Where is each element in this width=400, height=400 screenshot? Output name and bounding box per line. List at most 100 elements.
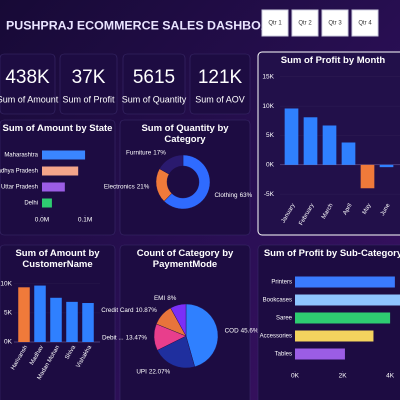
chart-title-box: Sum of Quantity by Category [141,123,229,145]
slice-name: Debit ... [102,334,124,341]
bar [82,303,94,342]
button-box [321,9,349,37]
kpi-label: Sum of Quantity [122,94,187,104]
button-label: Qtr 3 [328,21,342,27]
kpi-card [59,53,118,115]
chart-panel [119,119,251,236]
slice-name: UPI [136,368,147,375]
kpi-card [189,53,251,115]
bar [295,312,391,324]
y-tick-label: 0K [266,162,275,169]
dashboard-title: PUSHPRAJ ECOMMERCE SALES DASHBOARD [6,18,288,32]
chart-title: Count of Category by PaymentMode [136,248,234,270]
slice-name: Credit Card [101,307,134,314]
bar [295,294,400,306]
button-box [291,9,319,37]
slice-label: UPI 22.07% [136,368,170,375]
slice-name: Clothing [214,192,238,199]
slice-name: Furniture [126,149,152,156]
y-tick-label: 10K [0,281,12,288]
qtr-button[interactable]: Qtr 2 [291,9,319,37]
category-label: Maharashtra [4,153,38,159]
category-label: Printers [271,280,292,286]
kpi-value: 121K [198,67,243,88]
slice-value: 10.87% [135,307,157,314]
slice [185,303,219,368]
bar [50,297,62,342]
bar [322,125,337,165]
slice-label: Clothing 63% [214,192,252,199]
chart-title: Sum of Profit by Sub-Category [263,248,400,259]
category-label: Saree [276,316,293,322]
bar [295,348,345,360]
y-tick-label: 5K [266,132,275,139]
bar [295,276,395,288]
button-label: Qtr 1 [268,21,282,27]
slice [163,154,211,210]
y-tick-label: -5K [264,191,275,198]
qtr-button[interactable]: Qtr 3 [321,9,349,37]
kpi-value: 438K [5,67,50,88]
chart-title-box: Sum of Profit by Month [280,55,386,66]
chart-title: Sum of Profit by Month [280,55,386,66]
slice-label: Credit Card 10.87% [101,307,157,314]
category-label: Bookcases [263,298,292,304]
chart-title: Sum of Amount by CustomerName [15,248,100,270]
category-label: Tables [275,352,292,358]
slice [157,335,195,369]
category-label: Uttar Pradesh [1,185,38,191]
slice-value: 13.47% [126,334,148,341]
x-tick-label: 0.0M [35,217,49,224]
bar [284,108,299,165]
bar [34,285,46,342]
y-tick-label: 15K [262,74,274,81]
qtr-button[interactable]: Qtr 1 [261,9,289,37]
kpi-card [122,53,186,115]
x-tick-label: 0.1M [78,217,92,224]
y-tick-label: 10K [262,103,274,110]
chart-panel [0,119,116,236]
chart-title-box: Sum of Profit by Sub-Category [263,248,400,259]
y-tick-label: 0K [4,339,13,346]
chart-title-box: Count of Category by PaymentMode [136,248,234,270]
bar [42,198,52,208]
chart-title-box: Sum of Amount by State [2,123,113,134]
slice-name: Electronics [104,183,135,190]
qtr-button[interactable]: Qtr 4 [351,9,379,37]
x-tick-label: April [342,203,353,216]
kpi-card [0,53,56,115]
kpi-value: 37K [72,67,106,88]
kpi-label: Sum of Profit [62,94,115,104]
kpi-value: 5615 [133,67,175,88]
slice-label: Furniture 17% [126,149,166,156]
category-label: Delhi [24,201,38,207]
bar [341,142,356,165]
slice-label: Electronics 21% [104,183,150,190]
y-tick-label: 5K [4,310,13,317]
bar [303,117,318,165]
button-label: Qtr 4 [358,21,372,27]
bar [295,330,374,342]
slice-value: 21% [137,183,150,190]
chart-title-box: Sum of Amount by CustomerName [15,248,100,270]
slice-value: 8% [167,295,177,302]
kpi-label: Sum of AOV [195,94,245,104]
slice-label: COD 45.6% [225,327,259,334]
category-label: Madhya Pradesh [0,169,38,175]
slice [159,154,184,175]
x-tick-label: 0K [291,373,300,380]
slice-label: Debit ... 13.47% [102,334,147,341]
button-label: Qtr 2 [298,21,312,27]
x-tick-label: May [362,203,373,216]
bar [42,150,86,160]
bar [42,182,65,192]
slice-name: EMI [154,295,165,302]
bar [360,164,375,189]
slice-value: 22.07% [149,368,171,375]
slice [170,303,187,337]
bar [42,166,79,176]
chart-title: Sum of Amount by State [2,123,113,134]
slice-value: 17% [153,149,166,156]
chart-title: Sum of Quantity by Category [141,123,229,145]
